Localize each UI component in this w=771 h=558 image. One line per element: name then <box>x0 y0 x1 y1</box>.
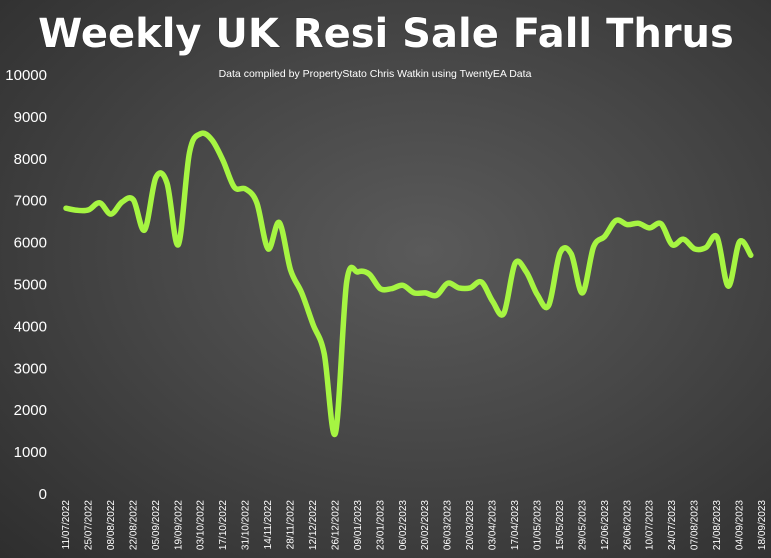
x-tick-label: 06/03/2023 <box>443 500 454 550</box>
x-tick-label: 05/09/2022 <box>151 500 162 550</box>
x-tick-label: 20/03/2023 <box>465 500 476 550</box>
x-tick-label: 11/07/2022 <box>61 500 72 550</box>
x-tick-label: 17/10/2022 <box>218 500 229 550</box>
x-tick-label: 18/09/2023 <box>757 500 768 550</box>
y-tick-label: 7000 <box>14 193 47 210</box>
y-tick-label: 8000 <box>14 151 47 168</box>
x-tick-label: 25/07/2022 <box>83 500 94 550</box>
x-tick-label: 29/05/2023 <box>577 500 588 550</box>
x-tick-label: 24/07/2023 <box>667 500 678 550</box>
x-tick-label: 26/12/2022 <box>330 500 341 550</box>
y-tick-label: 3000 <box>14 360 47 377</box>
x-tick-label: 22/08/2022 <box>128 500 139 550</box>
y-tick-label: 10000 <box>5 67 47 84</box>
y-tick-label: 4000 <box>14 318 47 335</box>
x-tick-label: 04/09/2023 <box>735 500 746 550</box>
x-tick-label: 12/06/2023 <box>600 500 611 550</box>
y-tick-label: 9000 <box>14 109 47 126</box>
x-axis: 11/07/2022 25/07/2022 08/08/2022 22/08/2022… <box>61 500 768 550</box>
x-tick-label: 06/02/2023 <box>398 500 409 550</box>
x-tick-label: 08/08/2022 <box>106 500 117 550</box>
y-tick-label: 5000 <box>14 277 47 294</box>
x-tick-label: 19/09/2022 <box>173 500 184 550</box>
y-axis: 0 1000 2000 3000 4000 5000 6000 7000 8000 9000 100… <box>5 67 47 503</box>
x-tick-label: 07/08/2023 <box>690 500 701 550</box>
chart-subtitle: Data compiled by PropertyStato Chris Wat… <box>219 68 532 80</box>
x-tick-label: 14/11/2022 <box>263 500 274 550</box>
x-tick-label: 31/10/2022 <box>241 500 252 550</box>
x-tick-label: 01/05/2023 <box>532 500 543 550</box>
x-tick-label: 10/07/2023 <box>645 500 656 550</box>
y-tick-label: 1000 <box>14 444 47 461</box>
x-tick-label: 09/01/2023 <box>353 500 364 550</box>
x-tick-label: 17/04/2023 <box>510 500 521 550</box>
series-line <box>63 130 754 438</box>
x-tick-label: 26/06/2023 <box>622 500 633 550</box>
y-tick-label: 2000 <box>14 402 47 419</box>
x-tick-label: 12/12/2022 <box>308 500 319 550</box>
x-tick-label: 15/05/2023 <box>555 500 566 550</box>
x-tick-label: 03/10/2022 <box>196 500 207 550</box>
y-tick-label: 6000 <box>14 235 47 252</box>
x-tick-label: 20/02/2023 <box>420 500 431 550</box>
x-tick-label: 28/11/2022 <box>286 500 297 550</box>
y-tick-label: 0 <box>39 486 47 503</box>
x-tick-label: 03/04/2023 <box>488 500 499 550</box>
x-tick-label: 21/08/2023 <box>712 500 723 550</box>
chart-title: Weekly UK Resi Sale Fall Thrus <box>38 11 734 57</box>
plot-area <box>63 130 754 438</box>
x-tick-label: 23/01/2023 <box>375 500 386 550</box>
